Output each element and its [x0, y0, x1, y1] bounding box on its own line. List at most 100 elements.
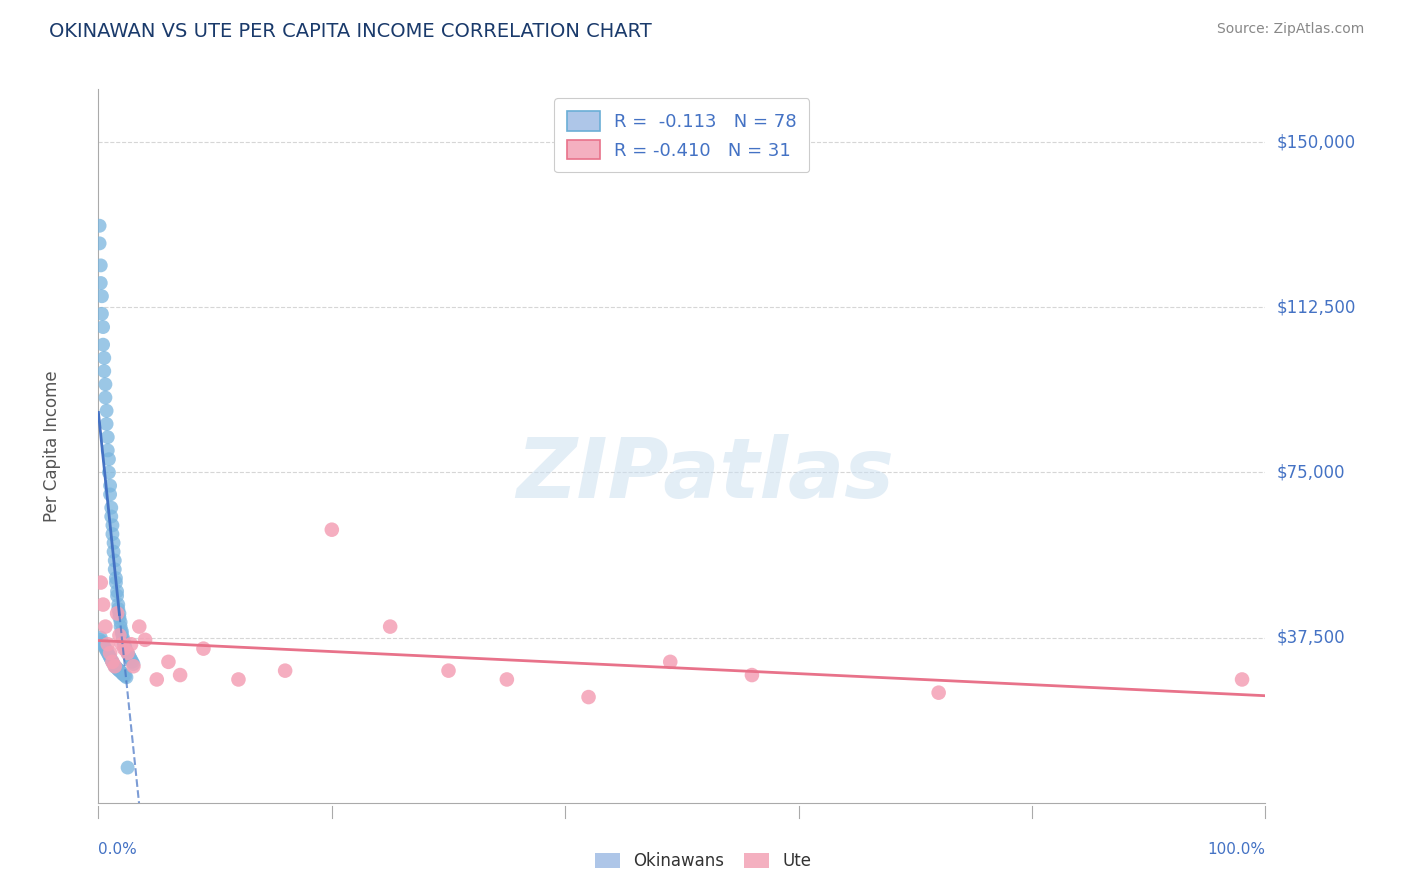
- Point: [1230, 673, 1253, 687]
- Point: [146, 673, 169, 687]
- Point: [98, 646, 121, 660]
- Point: [101, 655, 124, 669]
- Point: [91, 337, 114, 351]
- Point: [90, 635, 112, 649]
- Point: [93, 351, 115, 365]
- Point: [91, 598, 114, 612]
- Point: [115, 670, 138, 684]
- Point: [117, 760, 139, 774]
- Text: Source: ZipAtlas.com: Source: ZipAtlas.com: [1216, 22, 1364, 37]
- Point: [100, 653, 122, 667]
- Point: [578, 690, 600, 704]
- Point: [97, 443, 120, 458]
- Point: [97, 452, 120, 467]
- Point: [117, 646, 139, 660]
- Point: [111, 632, 134, 647]
- Point: [97, 637, 120, 651]
- Point: [380, 619, 402, 633]
- Point: [90, 307, 112, 321]
- Point: [104, 575, 127, 590]
- Point: [112, 637, 135, 651]
- Point: [105, 661, 128, 675]
- Point: [97, 430, 120, 444]
- Point: [321, 523, 343, 537]
- Point: [111, 667, 134, 681]
- Point: [104, 562, 127, 576]
- Point: [193, 641, 215, 656]
- Point: [91, 320, 114, 334]
- Point: [98, 650, 121, 665]
- Text: OKINAWAN VS UTE PER CAPITA INCOME CORRELATION CHART: OKINAWAN VS UTE PER CAPITA INCOME CORREL…: [49, 22, 652, 41]
- Point: [96, 403, 118, 417]
- Point: [120, 637, 142, 651]
- Text: 0.0%: 0.0%: [98, 842, 138, 857]
- Point: [101, 527, 124, 541]
- Point: [90, 289, 112, 303]
- Point: [112, 668, 135, 682]
- Point: [122, 659, 145, 673]
- Point: [110, 615, 132, 630]
- Point: [96, 417, 118, 431]
- Point: [741, 668, 763, 682]
- Text: $75,000: $75,000: [1277, 464, 1346, 482]
- Point: [108, 628, 131, 642]
- Point: [105, 589, 128, 603]
- Point: [118, 648, 141, 663]
- Point: [104, 553, 127, 567]
- Point: [89, 236, 111, 251]
- Point: [97, 648, 120, 663]
- Point: [105, 607, 128, 621]
- Point: [112, 635, 135, 649]
- Point: [111, 665, 134, 680]
- Point: [103, 536, 125, 550]
- Point: [128, 619, 150, 633]
- Point: [122, 657, 145, 671]
- Point: [134, 632, 156, 647]
- Point: [90, 259, 112, 273]
- Point: [94, 641, 117, 656]
- Point: [496, 673, 519, 687]
- Text: $112,500: $112,500: [1277, 298, 1355, 317]
- Point: [111, 624, 134, 638]
- Point: [91, 637, 114, 651]
- Point: [100, 509, 122, 524]
- Point: [228, 673, 250, 687]
- Point: [107, 663, 129, 677]
- Point: [98, 478, 121, 492]
- Text: Per Capita Income: Per Capita Income: [42, 370, 60, 522]
- Point: [93, 640, 115, 654]
- Point: [100, 500, 122, 515]
- Point: [90, 575, 112, 590]
- Point: [157, 655, 180, 669]
- Point: [110, 665, 132, 679]
- Point: [107, 602, 129, 616]
- Point: [117, 646, 139, 660]
- Point: [928, 686, 950, 700]
- Point: [90, 631, 112, 645]
- Point: [89, 632, 111, 647]
- Point: [108, 607, 131, 621]
- Point: [96, 644, 118, 658]
- Point: [104, 571, 127, 585]
- Point: [103, 545, 125, 559]
- Point: [114, 669, 136, 683]
- Point: [103, 657, 125, 671]
- Point: [115, 644, 138, 658]
- Text: 100.0%: 100.0%: [1208, 842, 1265, 857]
- Point: [101, 655, 124, 669]
- Point: [121, 655, 143, 669]
- Point: [118, 650, 141, 665]
- Point: [93, 364, 115, 378]
- Point: [105, 584, 128, 599]
- Point: [120, 653, 142, 667]
- Point: [112, 641, 135, 656]
- Point: [98, 487, 121, 501]
- Point: [97, 466, 120, 480]
- Point: [97, 646, 120, 660]
- Point: [110, 619, 132, 633]
- Point: [111, 637, 134, 651]
- Text: $150,000: $150,000: [1277, 133, 1355, 151]
- Legend: R =  -0.113   N = 78, R = -0.410   N = 31: R = -0.113 N = 78, R = -0.410 N = 31: [554, 98, 810, 172]
- Point: [90, 276, 112, 290]
- Point: [114, 640, 136, 654]
